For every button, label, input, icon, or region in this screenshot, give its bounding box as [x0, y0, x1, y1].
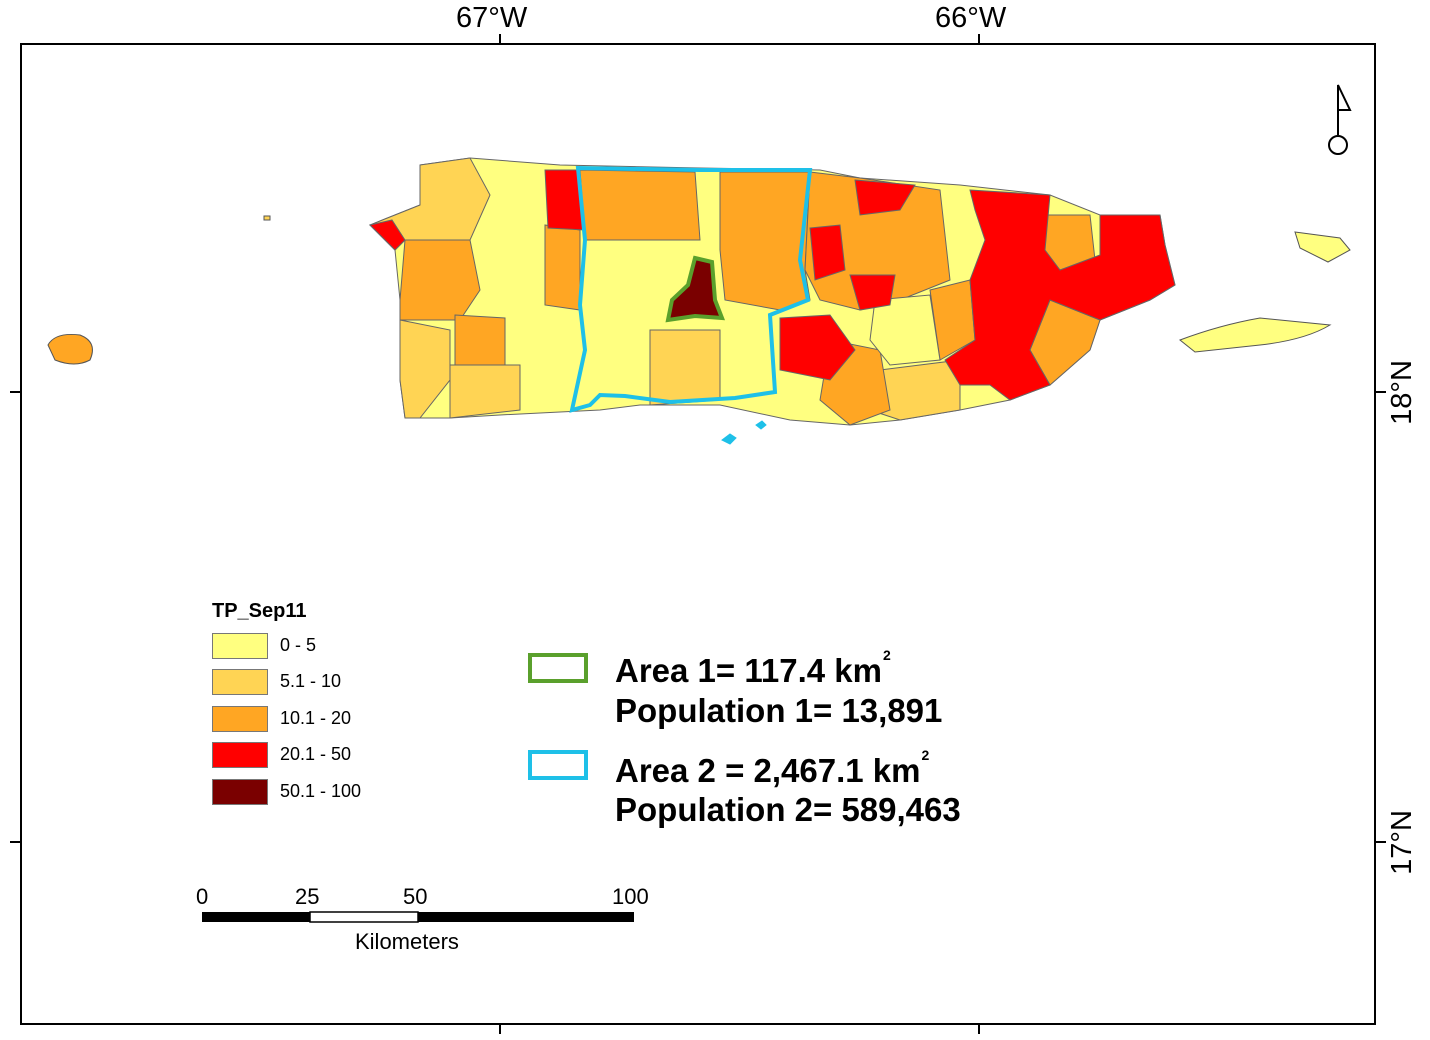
region-10-20-sw-inner	[454, 314, 506, 366]
lon-tick-67-top	[499, 34, 501, 44]
legend-swatch-20-50	[212, 742, 268, 768]
region-5-10-sw	[399, 319, 451, 419]
scale-label-0: 0	[196, 884, 209, 909]
legend-label-0-5: 0 - 5	[280, 635, 317, 655]
island-caja-de-muertos	[721, 420, 767, 445]
island-mona	[47, 334, 93, 365]
area-1-unit-sup: 2	[882, 647, 891, 663]
legend-label-20-50: 20.1 - 50	[280, 744, 352, 764]
lat-tick-17-left	[10, 841, 20, 843]
map-frame	[20, 43, 1376, 1025]
lon-tick-66-top	[978, 34, 980, 44]
area-2-legend-box	[528, 750, 588, 780]
scale-label-50: 50	[403, 884, 428, 909]
lon-label-66w: 66°W	[935, 2, 1007, 34]
area-2-unit-sup: 2	[921, 747, 930, 763]
area-1-text: Area 1= 117.4 km2	[615, 647, 891, 689]
region-0-5-center-east	[869, 294, 941, 366]
legend-swatch-5-10	[212, 669, 268, 695]
island-desecheo	[263, 215, 271, 221]
legend-swatch-50-100	[212, 779, 268, 805]
lon-tick-67-bottom	[499, 1024, 501, 1034]
area-1-outline	[665, 255, 726, 323]
scale-unit-label: Kilometers	[355, 929, 459, 954]
area-2-outline	[569, 165, 813, 413]
region-20-50-west-tip	[369, 219, 406, 251]
region-20-50-east-2	[854, 179, 916, 216]
legend-label-5-10: 5.1 - 10	[280, 671, 342, 691]
lat-tick-18-right	[1376, 391, 1386, 393]
population-2-text: Population 2= 589,463	[615, 791, 961, 828]
lat-tick-18-left	[10, 391, 20, 393]
lat-tick-17-right	[1376, 841, 1386, 843]
legend-swatch-0-5	[212, 633, 268, 659]
area-2-text: Area 2 = 2,467.1 km2	[615, 747, 930, 789]
legend-title: TP_Sep11	[212, 600, 307, 622]
region-20-50-south	[779, 314, 856, 381]
region-20-50-east-3	[849, 274, 896, 311]
island-culebra	[1294, 231, 1351, 263]
lon-tick-66-bottom	[978, 1024, 980, 1034]
lon-label-67w: 67°W	[456, 2, 528, 34]
island-vieques	[1179, 317, 1332, 353]
region-20-50-east-large	[944, 189, 1176, 401]
region-20-50-east-1	[809, 224, 846, 281]
legend-label-10-20: 10.1 - 20	[280, 708, 352, 728]
population-1-text: Population 1= 13,891	[615, 692, 943, 729]
scale-label-25: 25	[295, 884, 320, 909]
legend-label-50-100: 50.1 - 100	[280, 781, 362, 801]
area-1-legend-box	[528, 653, 588, 683]
legend-swatch-10-20	[212, 706, 268, 732]
scale-label-100: 100	[612, 884, 649, 909]
